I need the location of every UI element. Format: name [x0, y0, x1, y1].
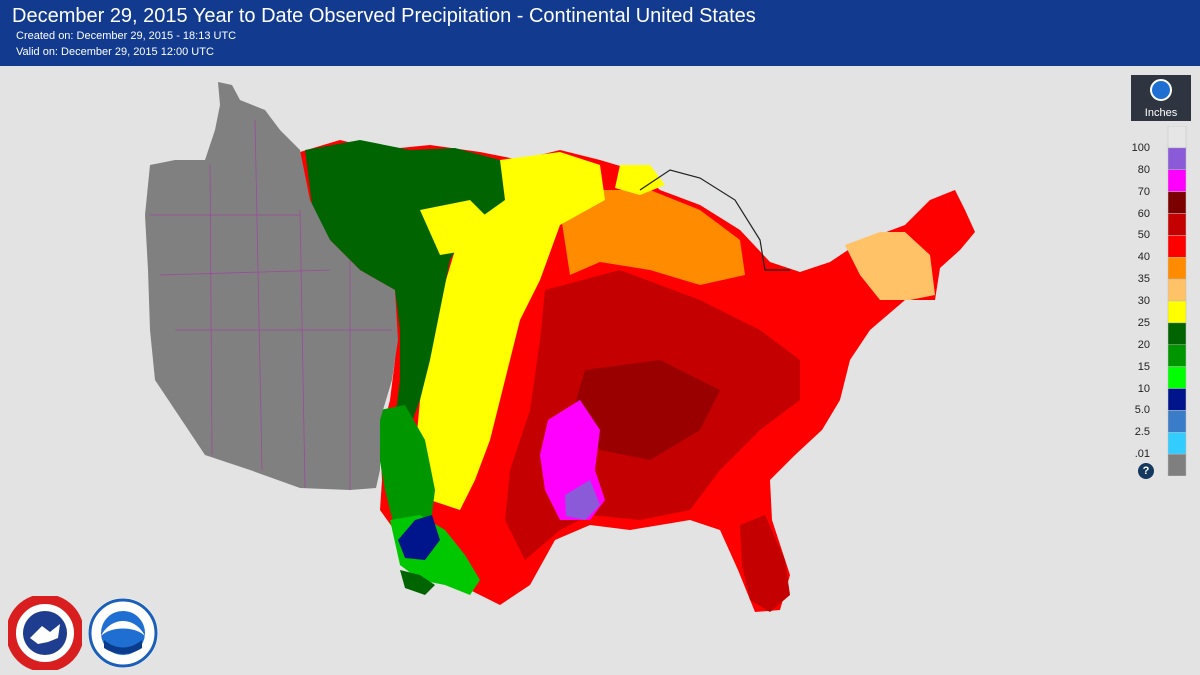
created-timestamp: Created on: December 29, 2015 - 18:13 UT…: [16, 30, 237, 42]
legend-label: 80: [1137, 163, 1150, 176]
legend-label: 100: [1131, 141, 1150, 154]
region-yellow-north: [420, 200, 490, 255]
legend-colorbar: [1167, 126, 1187, 476]
region-west-nodata: [145, 82, 398, 490]
legend-swatch: [1167, 344, 1187, 367]
legend-swatch: [1167, 410, 1187, 433]
legend-swatch: [1167, 432, 1187, 455]
region-green-mid: [378, 405, 435, 545]
valid-timestamp: Valid on: December 29, 2015 12:00 UTC: [16, 46, 214, 58]
legend-swatch: [1167, 366, 1187, 389]
legend-label: 40: [1137, 251, 1150, 264]
legend-label: .01: [1134, 448, 1150, 461]
legend-label: 2.5: [1134, 426, 1150, 439]
legend-swatch: [1167, 388, 1187, 411]
great-lakes-outline: [639, 169, 790, 271]
noaa-logo: [88, 598, 158, 668]
legend-label: 60: [1137, 207, 1150, 220]
legend-swatch: [1167, 213, 1187, 236]
legend-swatch: [1167, 453, 1187, 476]
legend-unit: Inches: [1144, 107, 1178, 119]
legend-label: 70: [1137, 185, 1150, 198]
legend-swatch: [1167, 300, 1187, 324]
region-purple: [565, 480, 600, 520]
legend-swatch: [1167, 191, 1187, 214]
legend-swatch: [1167, 126, 1187, 149]
region-texas-south: [400, 570, 435, 595]
legend-swatch: [1167, 278, 1187, 302]
header-bar: December 29, 2015 Year to Date Observed …: [0, 0, 1200, 66]
legend-label: 35: [1137, 273, 1150, 286]
legend-swatch: [1167, 147, 1187, 170]
precipitation-map[interactable]: [0, 66, 1200, 675]
legend-label: 5.0: [1134, 404, 1150, 417]
region-yellow-2: [615, 165, 665, 195]
legend-label: 30: [1137, 295, 1150, 307]
legend-label: 10: [1137, 382, 1150, 395]
legend-label: 15: [1137, 360, 1150, 373]
legend-swatch: [1167, 257, 1187, 280]
state-boundaries: [150, 119, 392, 490]
legend-header: Inches: [1131, 75, 1191, 121]
region-darkred-2: [570, 360, 720, 460]
legend-swatch: [1167, 235, 1187, 258]
legend-swatch: [1167, 322, 1187, 345]
nws-logo: [8, 596, 82, 670]
page-title: December 29, 2015 Year to Date Observed …: [12, 5, 756, 27]
region-florida: [740, 515, 790, 612]
question-icon[interactable]: ?: [1138, 463, 1154, 479]
legend-label: 50: [1137, 229, 1150, 242]
region-orange: [560, 190, 745, 285]
noaa-icon: [1150, 79, 1172, 101]
legend-label: 25: [1137, 316, 1150, 329]
region-peach: [845, 232, 935, 300]
legend-swatch: [1167, 169, 1187, 192]
region-texas-blue: [398, 515, 440, 560]
legend-label: 20: [1137, 338, 1150, 351]
